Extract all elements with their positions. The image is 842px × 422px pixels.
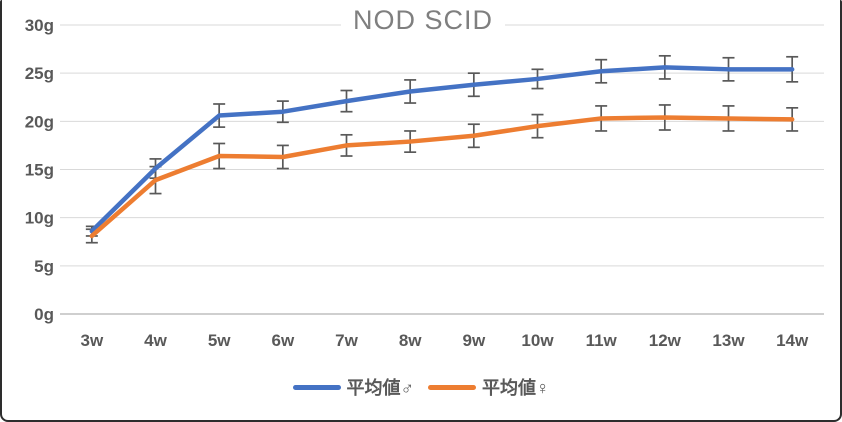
series-line-1 <box>89 115 795 239</box>
y-tick-label: 0g <box>34 305 54 324</box>
x-tick-label: 12w <box>649 331 682 350</box>
x-tick-label: 6w <box>271 331 294 350</box>
y-tick-label: 20g <box>25 112 54 131</box>
legend-item-0: 平均値♂ <box>292 374 415 400</box>
chart-legend: 平均値♂ 平均値♀ <box>2 370 840 404</box>
y-tick-label: 25g <box>25 64 54 83</box>
x-tick-label: 13w <box>712 331 745 350</box>
x-tick-label: 4w <box>144 331 167 350</box>
legend-line-swatch <box>428 384 476 390</box>
x-tick-label: 5w <box>208 331 231 350</box>
x-tick-label: 14w <box>776 331 809 350</box>
x-tick-label: 8w <box>399 331 422 350</box>
y-tick-label: 15g <box>25 161 54 180</box>
legend-item-1: 平均値♀ <box>428 374 550 400</box>
x-tick-label: 7w <box>335 331 358 350</box>
legend-label: 平均値♀ <box>482 378 550 398</box>
x-tick-label: 3w <box>80 331 103 350</box>
legend-label: 平均値♂ <box>346 378 415 398</box>
x-tick-label: 10w <box>521 331 554 350</box>
line-chart-plot: 0g 5g 10g 15g 20g 25g 30g 3w 4w 5w 6w 7w 8w 9w 10w 11w 1… <box>25 16 824 350</box>
x-tick-label: 11w <box>586 331 618 350</box>
x-tick-label: 9w <box>462 331 485 350</box>
y-tick-label: 5g <box>34 257 54 276</box>
legend-line-swatch <box>292 384 341 390</box>
y-tick-label: 30g <box>25 16 54 35</box>
chart-title: NOD SCID <box>340 5 506 36</box>
series-line-0 <box>89 65 795 234</box>
y-tick-label: 10g <box>25 209 54 228</box>
